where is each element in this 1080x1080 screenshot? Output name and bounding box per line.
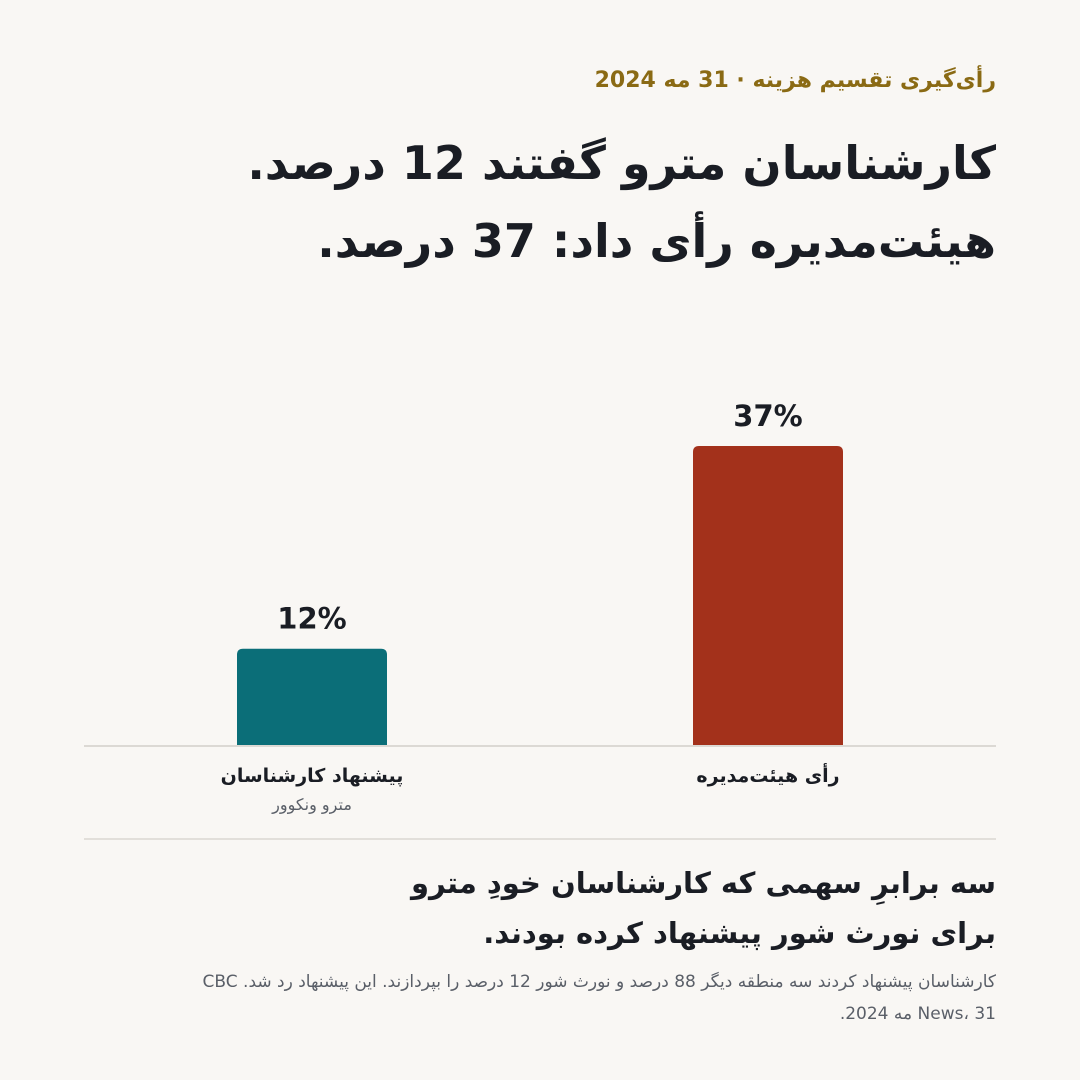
bar-1: [237, 648, 387, 746]
bar-value-label-2: 37%: [733, 399, 802, 433]
headline: کارشناسان مترو گفتند 12 درصد. هیئت‌مدیره…: [84, 124, 996, 280]
takeaway-line-1: سه برابرِ سهمی که کارشناسان خودِ مترو: [410, 866, 996, 900]
bar-2: [693, 446, 843, 746]
takeaway: سه برابرِ سهمی که کارشناسان خودِ مترو بر…: [84, 858, 996, 958]
bar-chart: 12% پیشنهاد کارشناسان مترو ونکوور 37% رأی هی…: [84, 380, 996, 840]
headline-line-2: هیئت‌مدیره رأی داد: 37 درصد.: [317, 214, 996, 268]
chart-svg: 12% پیشنهاد کارشناسان مترو ونکوور 37% رأی هی…: [84, 399, 996, 815]
section-divider: [84, 838, 996, 840]
category-label-1: پیشنهاد کارشناسان: [221, 765, 404, 787]
eyebrow: رأی‌گیری تقسیم هزینه · 31 مه 2024: [594, 68, 996, 93]
category-sublabel-1: مترو ونکوور: [271, 795, 352, 815]
takeaway-line-2: برای نورث شور پیشنهاد کرده بودند.: [483, 916, 996, 950]
source-line-1: کارشناسان پیشنهاد کردند سه منطقه دیگر 88…: [202, 972, 996, 992]
bar-value-label-1: 12%: [277, 602, 346, 636]
headline-line-1: کارشناسان مترو گفتند 12 درصد.: [247, 136, 996, 190]
source-note: کارشناسان پیشنهاد کردند سه منطقه دیگر 88…: [84, 966, 996, 1030]
source-line-2: News، 31 مه 2024.: [839, 1004, 996, 1024]
category-label-2: رأی هیئت‌مدیره: [696, 763, 839, 787]
